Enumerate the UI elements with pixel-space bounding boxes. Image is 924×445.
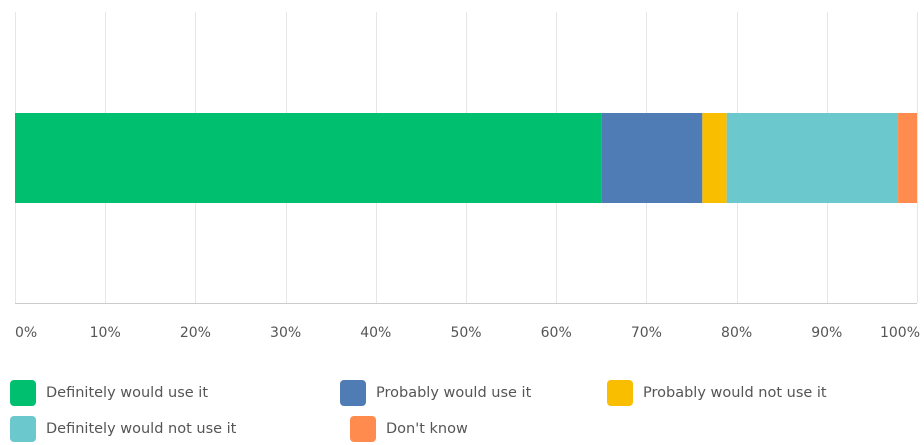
legend-label: Probably would not use it xyxy=(643,385,827,401)
legend-item-definitely-would-not-use[interactable]: Definitely would not use it xyxy=(10,416,236,442)
bar-segment-4 xyxy=(898,113,917,203)
legend-swatch xyxy=(340,380,366,406)
bar-segment-1 xyxy=(601,113,703,203)
bar-segment-3 xyxy=(726,113,899,203)
legend-item-probably-would-use[interactable]: Probably would use it xyxy=(340,380,531,406)
legend-label: Definitely would use it xyxy=(46,385,209,401)
x-tick-label: 80% xyxy=(721,325,752,341)
legend-label: Don't know xyxy=(386,421,468,437)
legend-item-definitely-would-use[interactable]: Definitely would use it xyxy=(10,380,208,406)
legend-item-dont-know[interactable]: Don't know xyxy=(350,416,468,442)
bar-segment-0 xyxy=(15,113,602,203)
bar-segment-2 xyxy=(702,113,727,203)
x-tick-label: 70% xyxy=(631,325,662,341)
legend-swatch xyxy=(10,416,36,442)
x-tick-label: 90% xyxy=(811,325,842,341)
legend-label: Probably would use it xyxy=(376,385,532,401)
x-tick-label: 0% xyxy=(15,325,37,341)
x-tick-label: 100% xyxy=(880,325,920,341)
legend-item-probably-would-not-use[interactable]: Probably would not use it xyxy=(607,380,827,406)
x-tick-label: 30% xyxy=(270,325,301,341)
x-tick-label: 50% xyxy=(450,325,481,341)
legend-swatch xyxy=(607,380,633,406)
legend-swatch xyxy=(10,380,36,406)
x-tick-label: 40% xyxy=(360,325,391,341)
legend-label: Definitely would not use it xyxy=(46,421,237,437)
x-tick-label: 60% xyxy=(541,325,572,341)
x-tick-label: 20% xyxy=(180,325,211,341)
x-tick-label: 10% xyxy=(90,325,121,341)
legend-swatch xyxy=(350,416,376,442)
